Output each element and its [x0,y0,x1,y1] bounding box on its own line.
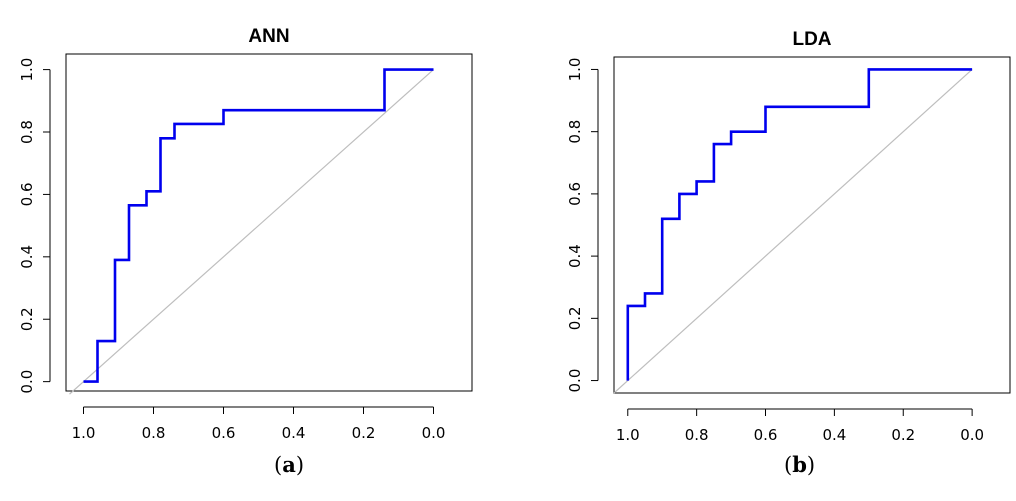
y-tick-label: 1.0 [566,58,584,82]
y-tick-label: 0.0 [18,370,36,394]
panel-label-b: (b) [784,452,816,477]
roc-panel-1: ANN 1.0 0.8 0.6 0.4 0.2 0.0 0.0 0.2 0.4 0.6 0.8 1.0 [18,26,473,442]
reference-diagonal-line [613,68,973,394]
x-tick-label: 0.6 [754,426,778,444]
x-tick-label: 0.2 [352,424,376,442]
x-tick-label: 0.4 [282,424,306,442]
y-tick-label: 0.4 [566,244,584,268]
x-tick-label: 0.4 [822,426,846,444]
panel-label-b-letter: b [792,452,807,477]
chart-title: ANN [248,26,289,47]
x-tick-label: 1.0 [616,426,640,444]
y-tick-label: 0.4 [18,245,36,269]
plot-frame [65,53,473,392]
y-tick-label: 0.8 [18,120,36,144]
reference-diagonal-line [69,69,434,395]
x-tick-label: 0.8 [685,426,709,444]
chart-title: LDA [792,29,831,50]
y-tick-label: 0.8 [566,120,584,144]
y-tick-label: 0.2 [18,307,36,331]
y-tick-label: 0.0 [566,369,584,393]
y-tick-label: 0.6 [18,182,36,206]
y-tick-label: 0.6 [566,182,584,206]
x-tick-label: 1.0 [72,424,96,442]
x-tick-label: 0.6 [212,424,236,442]
panel-label-a-letter: a [282,452,296,477]
panel-label-a: (a) [274,452,305,477]
roc-panel-2: LDA 1.0 0.8 0.6 0.4 0.2 0.0 0.0 0.2 0.4 0.6 0.8 1.0 [566,29,1011,444]
y-tick-label: 1.0 [18,58,36,82]
roc-curve [83,68,434,383]
x-tick-label: 0.2 [891,426,915,444]
y-tick-label: 0.2 [566,306,584,330]
x-tick-label: 0.0 [960,426,984,444]
x-tick-label: 0.8 [142,424,166,442]
plot-frame [613,56,1011,394]
roc-curve [626,68,973,381]
x-tick-label: 0.0 [422,424,446,442]
